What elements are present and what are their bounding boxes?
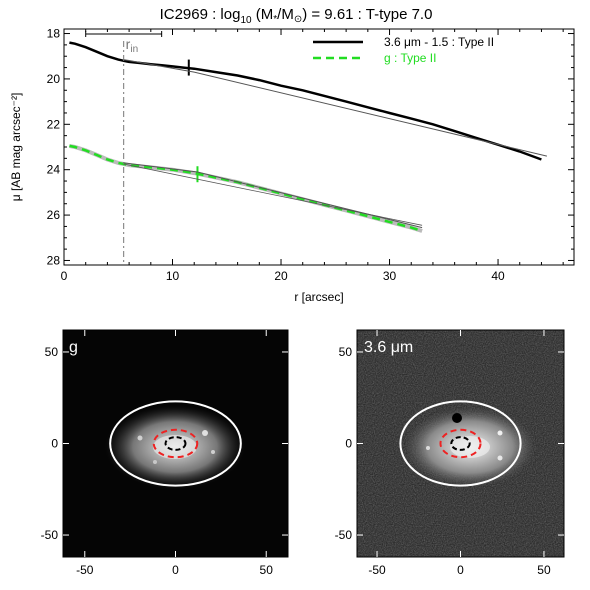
- series-line-1: [123, 59, 548, 157]
- g-knot: [211, 450, 215, 454]
- rin-label: rin: [126, 36, 138, 55]
- ch1-image: -50 0 50 -50 0 50 3.6 μm: [335, 329, 565, 577]
- inner-ellipse: [439, 428, 482, 459]
- x-tick-label: 0: [61, 269, 68, 283]
- inner-ellipse: [152, 428, 199, 459]
- y-tick-label: 50: [339, 345, 353, 359]
- x-tick-label: 10: [166, 269, 180, 283]
- x-tick-label: 0: [172, 563, 179, 577]
- g-knot: [202, 430, 208, 436]
- rin-marker: rin: [85, 31, 163, 265]
- g-panel-label: g: [69, 339, 78, 356]
- y-tick-label: 50: [45, 345, 59, 359]
- x-tick-label: 30: [383, 269, 397, 283]
- ch1-panel-label: 3.6 μm: [364, 339, 413, 356]
- x-tick-label: 40: [491, 269, 505, 283]
- y-tick-label: -50: [41, 528, 59, 542]
- y-tick-label: 28: [47, 253, 61, 267]
- x-tick-label: 20: [274, 269, 288, 283]
- outer-ellipse: [109, 400, 242, 487]
- x-tick-label: 50: [537, 563, 551, 577]
- g-knot: [153, 460, 157, 464]
- ch1-star: [452, 413, 462, 423]
- g-galaxy-core: [153, 435, 197, 459]
- g-band-image: -50 0 50 -50 0 50 g: [41, 329, 289, 577]
- y-tick-label: 0: [345, 437, 352, 451]
- legend: 3.6 μm - 1.5 : Type II g : Type II: [313, 35, 494, 65]
- series-line-3: [123, 162, 423, 229]
- y-tick-label: 20: [47, 72, 61, 86]
- y-tick-label: 18: [47, 27, 61, 41]
- legend-label-g: g : Type II: [384, 51, 436, 65]
- y-tick-label: -50: [335, 528, 353, 542]
- ch1-knot: [497, 455, 503, 461]
- ch1-knot: [497, 430, 503, 436]
- ch1-knot: [426, 446, 430, 450]
- series-error-band: [69, 143, 423, 233]
- core-ellipse: [164, 436, 187, 451]
- series-line-0: [69, 41, 542, 161]
- y-tick-label: 0: [51, 437, 58, 451]
- y-axis-label: μ [AB mag arcsec⁻²]: [9, 93, 23, 202]
- outer-ellipse: [399, 400, 522, 487]
- x-tick-label: 50: [260, 563, 274, 577]
- ch1-galaxy-core: [450, 436, 490, 458]
- g-knot: [137, 435, 143, 441]
- y-tick-label: 24: [47, 163, 61, 177]
- x-tick-label: -50: [76, 563, 94, 577]
- profile-plot: 0 10 20 30 40 18 20 22 24 26 28 r [arcsec] μ [AB m…: [9, 27, 575, 304]
- y-tick-label: 22: [47, 117, 61, 131]
- x-tick-label: 0: [457, 563, 464, 577]
- core-ellipse: [450, 436, 471, 451]
- legend-label-ch1: 3.6 μm - 1.5 : Type II: [384, 35, 494, 49]
- x-tick-label: -50: [368, 563, 386, 577]
- series-line-4: [123, 163, 423, 226]
- y-tick-label: 26: [47, 208, 61, 222]
- chart-title: IC2969 : log10 (M*/M⊙) = 9.61 : T-type 7…: [160, 6, 433, 26]
- x-axis-label: r [arcsec]: [294, 290, 343, 304]
- profile-frame: [63, 28, 575, 266]
